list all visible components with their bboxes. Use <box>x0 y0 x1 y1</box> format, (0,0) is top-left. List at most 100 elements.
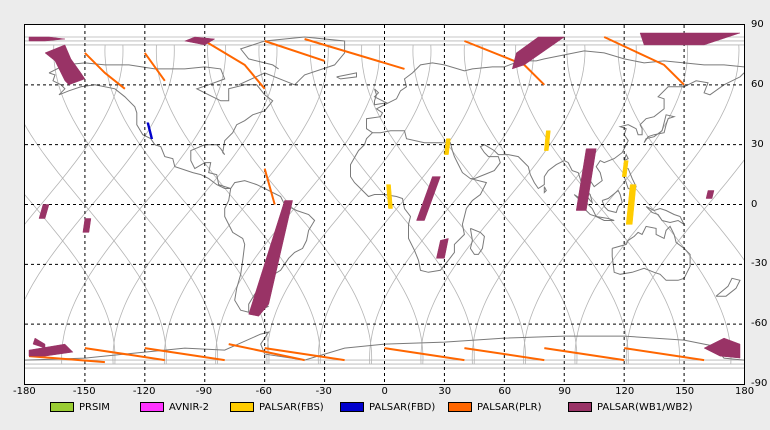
swath-palsar-wb1-wb2 <box>416 176 441 221</box>
longitude-tick-label: -90 <box>195 386 213 397</box>
coastline <box>366 50 744 134</box>
swath-palsar-fbs <box>544 130 551 151</box>
coastline <box>611 225 691 281</box>
plr-track <box>144 347 225 362</box>
orbit-track <box>163 44 329 365</box>
legend-label: PRSIM <box>79 401 110 413</box>
longitude-tick-label: -150 <box>72 386 96 397</box>
swath-palsar-wb1-wb2 <box>28 36 65 42</box>
swath-palsar-wb1-wb2 <box>38 204 50 219</box>
orbit-track <box>317 44 483 365</box>
latitude-tick-label: -90 <box>751 378 768 389</box>
plr-track <box>228 343 305 362</box>
plr-track <box>544 347 625 362</box>
orbit-track <box>625 159 744 365</box>
coverage-map <box>25 25 744 384</box>
coastline <box>643 114 676 143</box>
coastline <box>601 189 623 214</box>
coastline <box>336 72 357 80</box>
orbit-track <box>617 44 744 261</box>
legend-label: AVNIR-2 <box>169 401 209 413</box>
latitude-tick-label: 90 <box>751 19 764 30</box>
longitude-tick-label: -120 <box>132 386 156 397</box>
orbit-track <box>361 44 527 365</box>
swath-palsar-wb1-wb2 <box>183 36 216 46</box>
longitude-tick-label: 0 <box>381 386 388 397</box>
swath-palsar-wb1-wb2 <box>82 218 92 233</box>
map-frame <box>24 24 745 385</box>
coastline <box>373 88 389 106</box>
swath-palsar-fbs <box>386 184 393 209</box>
coastline <box>715 277 741 297</box>
plr-track <box>143 52 166 82</box>
orbit-track <box>463 44 629 365</box>
orbit-track <box>420 44 586 365</box>
latitude-tick-label: 30 <box>751 138 764 150</box>
swath-palsar-wb1-wb2 <box>28 343 74 357</box>
longitude-tick-label: 90 <box>558 386 571 397</box>
coastline <box>543 186 547 194</box>
plr-track <box>624 347 705 362</box>
legend-label: PALSAR(FBD) <box>369 401 436 413</box>
plr-track <box>84 347 165 362</box>
legend-swatch <box>230 402 254 412</box>
legend-item: PALSAR(FBD) <box>340 400 435 414</box>
longitude-tick-label: -180 <box>13 386 36 397</box>
coastline <box>48 62 274 189</box>
latitude-tick-label: -30 <box>751 258 768 270</box>
orbit-track <box>523 44 689 365</box>
plr-track <box>304 38 405 70</box>
longitude-tick-label: 120 <box>615 386 635 397</box>
legend-label: PALSAR(FBS) <box>259 401 324 413</box>
coastline <box>238 36 346 86</box>
orbit-track <box>25 44 124 225</box>
swath-palsar-fbs <box>625 184 637 225</box>
swath-palsar-wb1-wb2 <box>703 337 741 359</box>
legend-swatch <box>448 402 472 412</box>
coastline <box>350 130 488 273</box>
longitude-tick-label: 180 <box>735 386 755 397</box>
longitude-tick-label: -60 <box>255 386 272 397</box>
legend-item: AVNIR-2 <box>140 400 209 414</box>
legend: PRSIM AVNIR-2 PALSAR(FBS) PALSAR(FBD) PALSAR… <box>0 400 770 418</box>
plr-track <box>84 52 126 90</box>
swath-palsar-wb1-wb2 <box>436 238 449 259</box>
swath-palsar-wb1-wb2 <box>32 337 46 349</box>
plr-track <box>28 355 105 364</box>
legend-item: PALSAR(FBS) <box>230 400 324 414</box>
coastline <box>623 153 629 162</box>
longitude-tick-label: -30 <box>315 386 332 397</box>
longitude-tick-label: 30 <box>438 386 452 397</box>
legend-item: PRSIM <box>50 400 110 414</box>
orbit-track <box>266 44 432 365</box>
plr-track <box>384 347 465 362</box>
swath-palsar-fbs <box>444 138 451 155</box>
coastline <box>645 206 686 226</box>
coastline <box>595 216 615 221</box>
legend-label: PALSAR(PLR) <box>477 401 542 413</box>
coastline <box>470 72 744 205</box>
latitude-tick-label: 0 <box>751 198 758 210</box>
legend-item: PALSAR(WB1/WB2) <box>568 400 693 414</box>
coastline <box>25 331 744 361</box>
plr-track <box>263 168 276 205</box>
legend-item: PALSAR(PLR) <box>448 400 541 414</box>
plr-track <box>264 347 345 362</box>
legend-swatch <box>340 402 364 412</box>
swath-palsar-fbd <box>146 122 154 139</box>
graticule-layer <box>25 25 744 384</box>
coastline <box>469 227 485 255</box>
legend-swatch <box>140 402 164 412</box>
latitude-tick-label: 60 <box>751 78 764 90</box>
plr-track <box>603 36 685 86</box>
plr-track <box>264 40 325 62</box>
swath-palsar-wb1-wb2 <box>575 148 597 211</box>
orbit-track <box>25 124 167 365</box>
swath-palsar-wb1-wb2 <box>248 200 293 317</box>
palsar-plr-layer <box>28 36 705 364</box>
swath-palsar-wb1-wb2 <box>511 36 566 70</box>
swath-palsar-wb1-wb2 <box>705 190 715 199</box>
orbit-track <box>155 44 321 365</box>
legend-swatch <box>50 402 74 412</box>
swath-palsar-fbs <box>621 160 629 177</box>
